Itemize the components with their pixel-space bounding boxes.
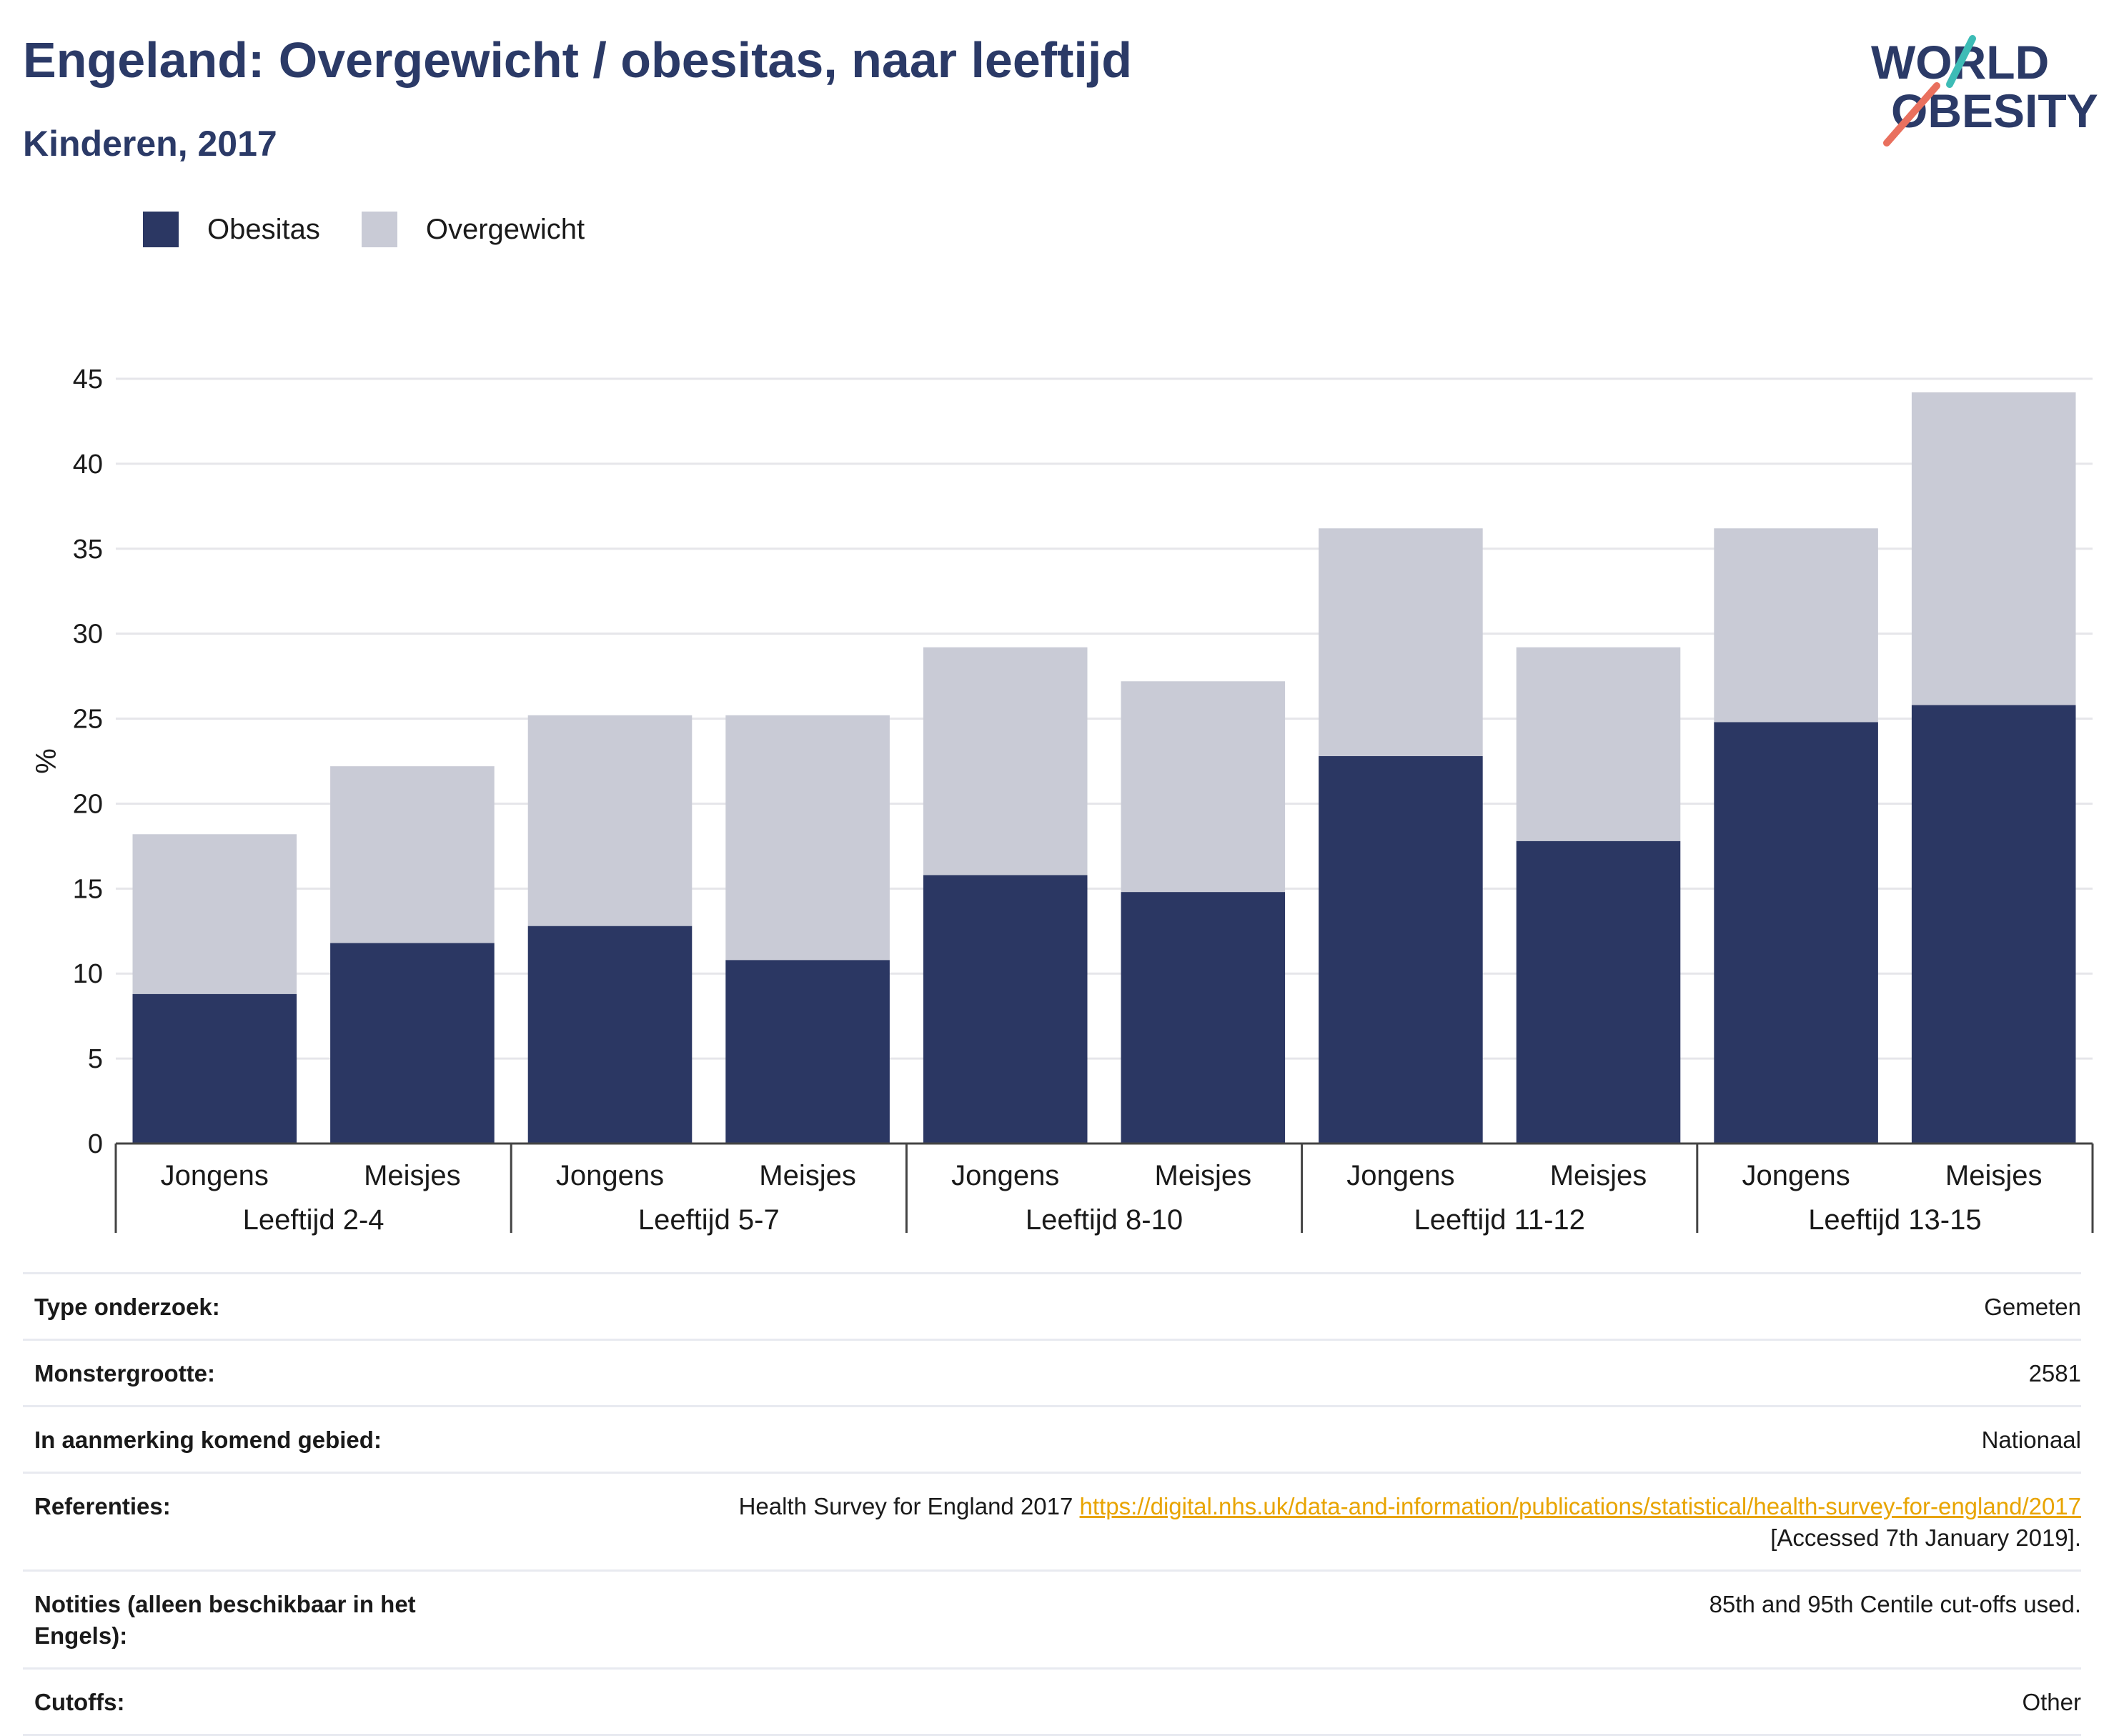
x-tick-label: Meisjes [759,1160,856,1191]
x-tick-label: Jongens [161,1160,269,1191]
x-tick-label: Jongens [556,1160,664,1191]
reference-accessed: [Accessed 7th January 2019]. [1770,1524,2081,1551]
meta-key: Notities (alleen beschikbaar in het Enge… [34,1591,416,1649]
x-group-label: Leeftijd 13-15 [1808,1204,1981,1236]
bar-obesitas-7 [1516,840,1681,1144]
meta-value: Nationaal [1981,1427,2081,1453]
meta-value: Gemeten [1984,1294,2081,1320]
world-obesity-logo: WORLD OBESITY [1858,29,2101,157]
x-group-label: Leeftijd 5-7 [638,1204,780,1236]
bar-obesitas-2 [527,926,693,1144]
bar-overgewicht-3 [725,715,890,961]
bar-obesitas-5 [1121,892,1286,1144]
bar-obesitas-4 [923,875,1088,1144]
y-tick-label: 30 [73,620,103,650]
meta-key: Monstergrootte: [34,1360,215,1387]
bar-overgewicht-0 [132,834,297,994]
legend-swatch-overgewicht [361,212,397,247]
meta-key: In aanmerking komend gebied: [34,1427,382,1453]
bar-overgewicht-7 [1516,647,1681,841]
bar-overgewicht-1 [330,766,495,943]
meta-key: Type onderzoek: [34,1294,220,1320]
meta-key: Cutoffs: [34,1689,125,1715]
x-tick-label: Jongens [951,1160,1059,1191]
legend-label-overgewicht: Overgewicht [425,213,585,245]
bar-overgewicht-6 [1319,528,1483,756]
y-axis-label: % [31,748,62,774]
logo-slash-teal [1946,35,1976,88]
bar-overgewicht-4 [923,647,1088,876]
y-tick-label: 20 [73,789,103,819]
meta-key: Referenties: [34,1493,171,1519]
meta-value: Health Survey for England 2017 https://d… [477,1491,2081,1554]
y-tick-label: 15 [73,874,103,904]
bar-obesitas-3 [725,960,890,1144]
x-tick-label: Meisjes [1155,1160,1252,1191]
x-tick-label: Meisjes [1945,1160,2043,1191]
meta-value: 85th and 95th Centile cut-offs used. [1709,1591,2081,1617]
x-tick-label: Jongens [1346,1160,1454,1191]
meta-table: Type onderzoek: Gemeten Monstergrootte: … [23,1272,2081,1736]
meta-row: Referenties: Health Survey for England 2… [23,1472,2081,1569]
stacked-bar-chart: 0 5 10 15 20 25 30 35 40 45% Jongens Meisjes Jongens… [31,364,2094,1236]
x-group-label: Leeftijd 11-12 [1414,1204,1584,1236]
x-group-label: Leeftijd 2-4 [243,1204,384,1236]
y-tick-label: 40 [73,450,103,480]
meta-row: Monstergrootte: 2581 [23,1339,2081,1405]
x-tick-label: Jongens [1742,1160,1850,1191]
x-group-label: Leeftijd 8-10 [1026,1204,1183,1236]
bar-obesitas-0 [132,993,297,1144]
reference-link[interactable]: https://digital.nhs.uk/data-and-informat… [1079,1493,2081,1519]
bar-overgewicht-8 [1714,528,1878,723]
meta-value: Other [2022,1689,2081,1715]
meta-value: 2581 [2028,1360,2081,1387]
bar-obesitas-8 [1714,722,1878,1144]
y-tick-label: 10 [73,959,103,989]
bar-obesitas-1 [330,943,495,1144]
bar-overgewicht-5 [1121,681,1286,893]
chart-legend: Obesitas Overgewicht [143,212,626,247]
page-subtitle: Kinderen, 2017 [23,124,277,164]
logo-slash-coral [1883,82,1940,147]
legend-swatch-obesitas [143,212,179,247]
logo-line2: OBESITY [1891,84,2098,137]
meta-row: Cutoffs: Other [23,1667,2081,1736]
y-tick-label: 45 [73,364,103,395]
legend-item-overgewicht[interactable]: Overgewicht [361,212,585,247]
y-tick-label: 35 [73,535,103,565]
reference-text: Health Survey for England 2017 [738,1493,1080,1519]
meta-row: Notities (alleen beschikbaar in het Enge… [23,1569,2081,1667]
bar-obesitas-6 [1319,755,1483,1144]
x-tick-label: Meisjes [364,1160,461,1191]
legend-label-obesitas: Obesitas [207,213,320,245]
bar-overgewicht-9 [1911,392,2076,705]
meta-row: In aanmerking komend gebied: Nationaal [23,1405,2081,1472]
y-tick-label: 25 [73,705,103,735]
page-title: Engeland: Overgewicht / obesitas, naar l… [23,32,1133,88]
bar-overgewicht-2 [527,715,693,926]
y-tick-label: 0 [88,1129,103,1159]
bar-obesitas-9 [1911,705,2076,1144]
y-tick-label: 5 [88,1044,103,1074]
legend-item-obesitas[interactable]: Obesitas [143,212,320,247]
meta-row: Type onderzoek: Gemeten [23,1272,2081,1339]
x-tick-label: Meisjes [1550,1160,1647,1191]
